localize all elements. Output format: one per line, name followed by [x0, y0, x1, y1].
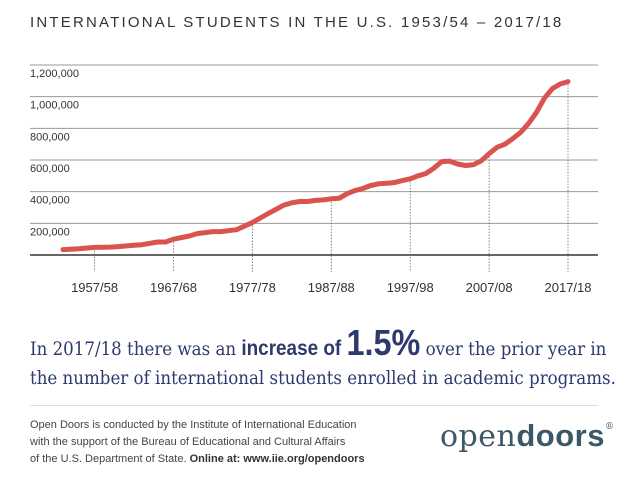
x-tick-label: 2017/18 — [545, 280, 592, 295]
footer-text: Open Doors is conducted by the Institute… — [30, 417, 365, 468]
footer-line1: Open Doors is conducted by the Institute… — [30, 419, 357, 431]
chart-title: INTERNATIONAL STUDENTS IN THE U.S. 1953/… — [30, 14, 564, 31]
headline-bold: increase of — [241, 337, 347, 360]
headline-line2: the number of international students enr… — [30, 368, 616, 389]
series-line — [60, 79, 571, 253]
x-tick-label: 2007/08 — [466, 280, 513, 295]
x-tick-label: 1967/68 — [150, 280, 197, 295]
footer-line3: of the U.S. Department of State. — [30, 453, 190, 465]
x-tick-label: 1977/78 — [229, 280, 276, 295]
headline-text-2: over the prior year in — [420, 339, 607, 360]
headline-text: In 2017/18 there was an — [30, 339, 242, 360]
x-tick-label: 1997/98 — [387, 280, 434, 295]
divider — [30, 405, 598, 406]
footer-line2: with the support of the Bureau of Educat… — [30, 436, 346, 448]
y-tick-label: 400,000 — [30, 195, 70, 207]
footer-link[interactable]: Online at: www.iie.org/opendoors — [189, 453, 365, 465]
opendoors-logo: opendoors® — [440, 418, 615, 454]
x-tick-label: 1957/58 — [71, 280, 118, 295]
y-tick-label: 800,000 — [30, 131, 70, 143]
headline: In 2017/18 there was an increase of 1.5%… — [30, 325, 616, 393]
y-tick-label: 1,000,000 — [30, 100, 79, 112]
line-chart: 200,000 400,000 600,000 800,000 1,000,000 1,2… — [30, 64, 598, 295]
y-tick-label: 1,200,000 — [30, 68, 79, 80]
y-tick-label: 200,000 — [30, 226, 70, 238]
x-tick-label: 1987/88 — [308, 280, 355, 295]
headline-percent: 1.5% — [346, 322, 421, 363]
y-tick-label: 600,000 — [30, 163, 70, 175]
